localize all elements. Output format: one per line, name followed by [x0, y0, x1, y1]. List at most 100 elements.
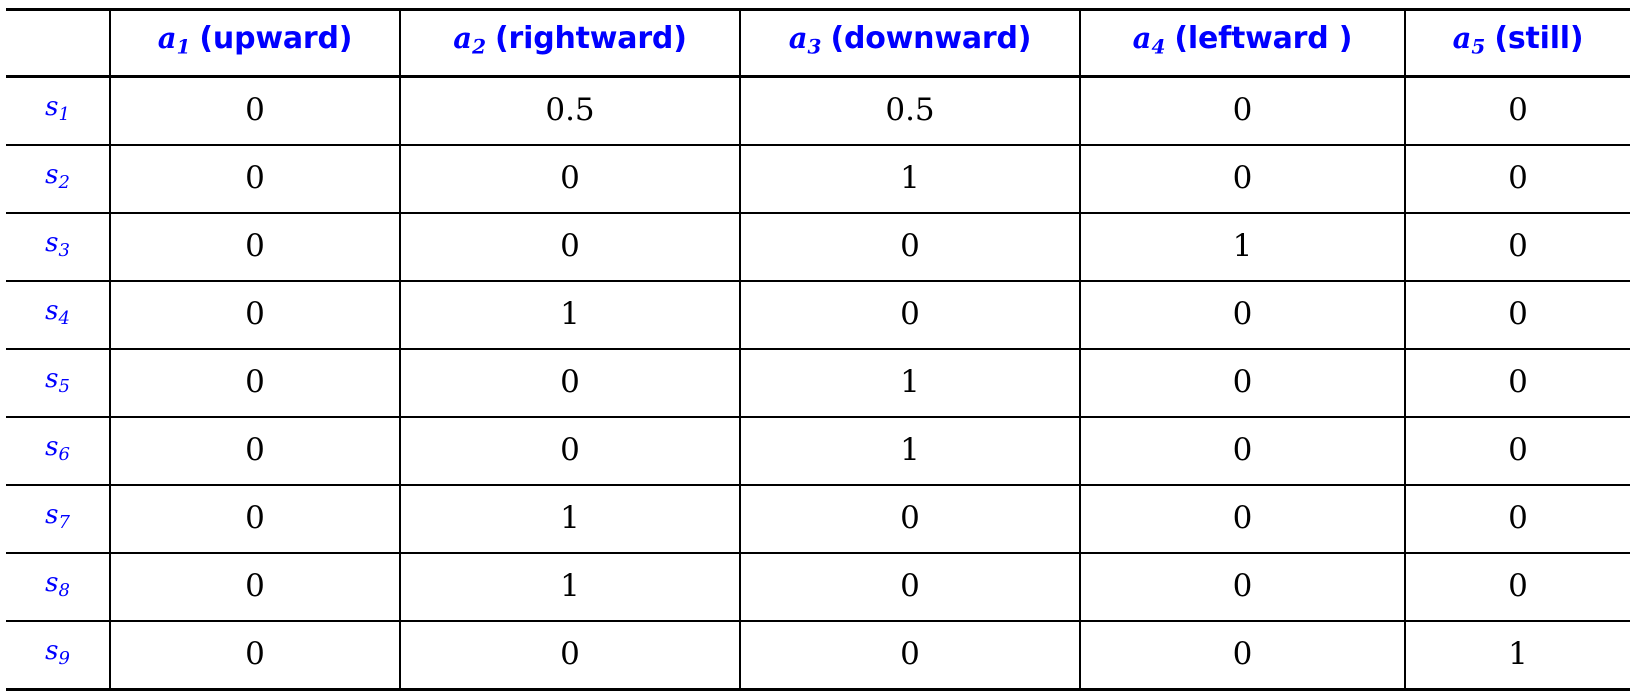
column-symbol-a4: a4 [1132, 21, 1166, 59]
cell-s6-a4: 0 [1080, 416, 1406, 486]
cell-s1-a3: 0.5 [740, 76, 1081, 146]
state-symbol-s9: s9 [45, 636, 70, 669]
column-symbol-a4-base: a [1132, 21, 1152, 55]
state-symbol-s6-subscript: 6 [58, 443, 70, 465]
column-symbol-a1-subscript: 1 [176, 34, 191, 59]
cell-s7-a2: 1 [400, 484, 741, 554]
column-header-a2: a2 (rightward) [400, 8, 741, 78]
cell-s4-a1: 0 [110, 280, 401, 350]
column-symbol-a3-base: a [788, 21, 808, 55]
state-symbol-s4: s4 [45, 295, 70, 329]
cell-s4-a2: 1 [400, 280, 741, 350]
state-symbol-s8: s8 [45, 567, 70, 601]
row-label-s1: s1 [6, 76, 111, 146]
cell-s5-a1: 0 [110, 348, 401, 418]
cell-s5-a4: 0 [1080, 348, 1406, 418]
cell-s9-a5: 1 [1405, 620, 1630, 691]
row-label-s5: s5 [6, 348, 111, 418]
state-symbol-s1: s1 [45, 91, 70, 125]
table-corner-cell [6, 8, 111, 78]
cell-s6-a1: 0 [110, 416, 401, 486]
state-symbol-s8-subscript: 8 [58, 579, 70, 601]
state-symbol-s1-subscript: 1 [58, 103, 70, 125]
column-description-a2: (rightward) [495, 21, 687, 56]
state-symbol-s2-subscript: 2 [58, 171, 70, 193]
state-symbol-s3-subscript: 3 [58, 239, 70, 261]
cell-s1-a1: 0 [110, 76, 401, 146]
cell-s5-a5: 0 [1405, 348, 1630, 418]
cell-s6-a2: 0 [400, 416, 741, 486]
column-description-a5: (still) [1494, 21, 1584, 56]
column-symbol-a1-base: a [157, 21, 177, 55]
table-row: s9 0 0 0 0 1 [6, 620, 1630, 691]
cell-s2-a5: 0 [1405, 144, 1630, 214]
column-description-a3: (downward) [830, 21, 1032, 56]
table-row: s6 0 0 1 0 0 [6, 416, 1630, 486]
table-row: s7 0 1 0 0 0 [6, 484, 1630, 554]
state-symbol-s7: s7 [45, 500, 70, 533]
table-row: s1 0 0.5 0.5 0 0 [6, 76, 1630, 146]
cell-s7-a1: 0 [110, 484, 401, 554]
column-symbol-a5-subscript: 5 [1471, 34, 1486, 59]
cell-s3-a3: 0 [740, 212, 1081, 282]
row-label-s2: s2 [6, 144, 111, 214]
cell-s2-a2: 0 [400, 144, 741, 214]
cell-s7-a3: 0 [740, 484, 1081, 554]
column-symbol-a2-subscript: 2 [472, 34, 486, 59]
cell-s1-a4: 0 [1080, 76, 1406, 146]
column-header-a1: a1 (upward) [110, 8, 401, 78]
row-label-s8: s8 [6, 552, 111, 622]
cell-s5-a2: 0 [400, 348, 741, 418]
cell-s3-a1: 0 [110, 212, 401, 282]
state-symbol-s3-base: s [45, 227, 59, 258]
state-symbol-s5: s5 [45, 364, 70, 397]
cell-s1-a2: 0.5 [400, 76, 741, 146]
row-label-s3: s3 [6, 212, 111, 282]
cell-s2-a3: 1 [740, 144, 1081, 214]
column-description-a1: (upward) [199, 21, 353, 56]
column-symbol-a2: a2 [453, 21, 486, 59]
column-symbol-a3: a3 [788, 21, 822, 59]
row-label-s7: s7 [6, 484, 111, 554]
row-label-s9: s9 [6, 620, 111, 691]
column-symbol-a1: a1 [157, 21, 191, 59]
policy-table: a1 (upward) a2 (rightward) a3 (downward) a4… [6, 8, 1630, 691]
column-symbol-a5: a5 [1452, 21, 1486, 59]
cell-s3-a5: 0 [1405, 212, 1630, 282]
column-symbol-a4-subscript: 4 [1151, 34, 1166, 59]
cell-s9-a2: 0 [400, 620, 741, 691]
cell-s4-a3: 0 [740, 280, 1081, 350]
state-symbol-s2-base: s [45, 159, 59, 190]
table-row: s4 0 1 0 0 0 [6, 280, 1630, 350]
table-header-row: a1 (upward) a2 (rightward) a3 (downward) a4… [6, 8, 1630, 78]
cell-s6-a5: 0 [1405, 416, 1630, 486]
row-label-s6: s6 [6, 416, 111, 486]
cell-s3-a2: 0 [400, 212, 741, 282]
cell-s5-a3: 1 [740, 348, 1081, 418]
column-symbol-a5-base: a [1452, 21, 1472, 55]
state-symbol-s6-base: s [45, 431, 59, 462]
state-symbol-s4-subscript: 4 [58, 307, 70, 329]
cell-s4-a4: 0 [1080, 280, 1406, 350]
column-header-a3: a3 (downward) [740, 8, 1081, 78]
table-header: a1 (upward) a2 (rightward) a3 (downward) a4… [6, 8, 1630, 78]
state-symbol-s7-subscript: 7 [58, 511, 70, 533]
policy-table-container: a1 (upward) a2 (rightward) a3 (downward) a4… [6, 8, 1630, 691]
cell-s9-a3: 0 [740, 620, 1081, 691]
state-symbol-s6: s6 [45, 431, 70, 465]
column-header-a4: a4 (leftward ) [1080, 8, 1406, 78]
cell-s2-a1: 0 [110, 144, 401, 214]
cell-s7-a5: 0 [1405, 484, 1630, 554]
table-row: s8 0 1 0 0 0 [6, 552, 1630, 622]
state-symbol-s4-base: s [45, 295, 59, 326]
state-symbol-s1-base: s [45, 91, 59, 122]
state-symbol-s9-subscript: 9 [58, 647, 70, 669]
table-row: s5 0 0 1 0 0 [6, 348, 1630, 418]
table-body: s1 0 0.5 0.5 0 0 s2 0 0 1 0 0 s3 [6, 76, 1630, 691]
cell-s4-a5: 0 [1405, 280, 1630, 350]
column-symbol-a3-subscript: 3 [807, 34, 822, 59]
state-symbol-s5-subscript: 5 [58, 375, 70, 397]
cell-s9-a1: 0 [110, 620, 401, 691]
state-symbol-s8-base: s [45, 567, 59, 598]
column-description-a4: (leftward ) [1174, 21, 1353, 56]
